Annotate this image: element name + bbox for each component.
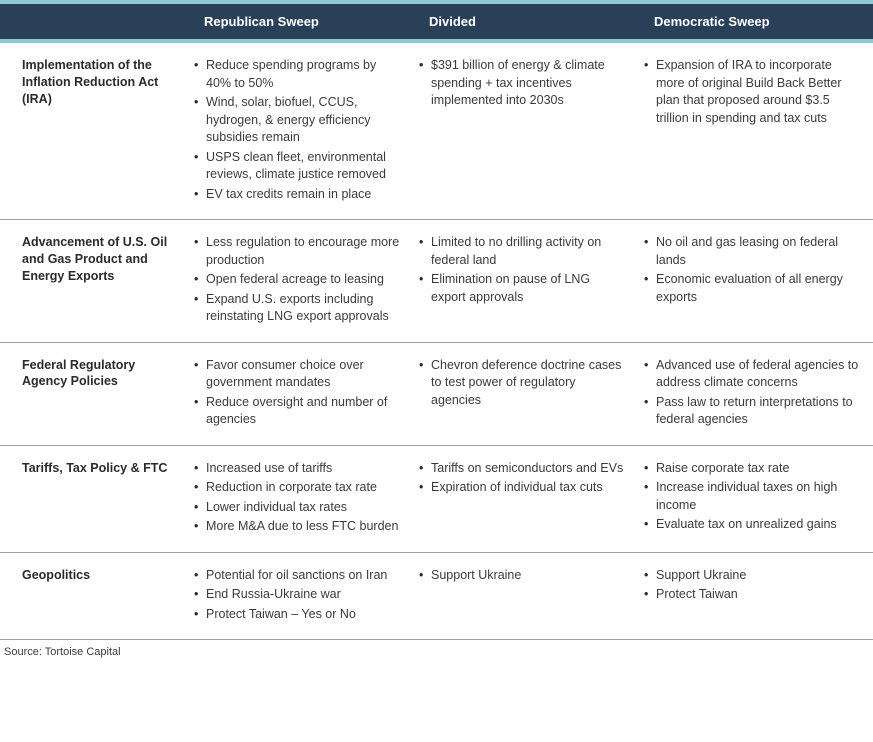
- bullet-item: Expansion of IRA to incorporate more of …: [644, 57, 859, 127]
- bullet-item: Raise corporate tax rate: [644, 460, 859, 478]
- bullet-item: Potential for oil sanctions on Iran: [194, 567, 401, 585]
- bullet-item: Protect Taiwan – Yes or No: [194, 606, 401, 624]
- bullet-list: Expansion of IRA to incorporate more of …: [644, 57, 859, 127]
- bullet-item: Open federal acreage to leasing: [194, 271, 401, 289]
- bullet-item: Lower individual tax rates: [194, 499, 401, 517]
- bullet-item: Support Ukraine: [644, 567, 859, 585]
- bullet-list: $391 billion of energy & climate spendin…: [419, 57, 626, 110]
- cell-c: Raise corporate tax rateIncrease individ…: [640, 460, 873, 538]
- cell-c: Expansion of IRA to incorporate more of …: [640, 57, 873, 205]
- bullet-item: End Russia-Ukraine war: [194, 586, 401, 604]
- cell-c: No oil and gas leasing on federal landsE…: [640, 234, 873, 328]
- cell-b: Support Ukraine: [415, 567, 640, 626]
- bullet-item: Expiration of individual tax cuts: [419, 479, 626, 497]
- bullet-item: Wind, solar, biofuel, CCUS, hydrogen, & …: [194, 94, 401, 147]
- header-republican-sweep: Republican Sweep: [190, 4, 415, 39]
- bullet-item: Limited to no drilling activity on feder…: [419, 234, 626, 269]
- bullet-item: Expand U.S. exports including reinstatin…: [194, 291, 401, 326]
- row-label: Geopolitics: [0, 567, 190, 626]
- row-label: Tariffs, Tax Policy & FTC: [0, 460, 190, 538]
- bullet-item: Increased use of tariffs: [194, 460, 401, 478]
- table-row: Tariffs, Tax Policy & FTCIncreased use o…: [0, 446, 873, 553]
- header-democratic-sweep: Democratic Sweep: [640, 4, 873, 39]
- header-divided: Divided: [415, 4, 640, 39]
- bullet-item: Reduce oversight and number of agencies: [194, 394, 401, 429]
- bullet-list: Raise corporate tax rateIncrease individ…: [644, 460, 859, 534]
- cell-b: Chevron deference doctrine cases to test…: [415, 357, 640, 431]
- bullet-list: Chevron deference doctrine cases to test…: [419, 357, 626, 410]
- bullet-list: No oil and gas leasing on federal landsE…: [644, 234, 859, 306]
- bullet-item: Protect Taiwan: [644, 586, 859, 604]
- cell-b: Limited to no drilling activity on feder…: [415, 234, 640, 328]
- cell-b: Tariffs on semiconductors and EVsExpirat…: [415, 460, 640, 538]
- bullet-list: Advanced use of federal agencies to addr…: [644, 357, 859, 429]
- cell-a: Less regulation to encourage more produc…: [190, 234, 415, 328]
- bullet-list: Tariffs on semiconductors and EVsExpirat…: [419, 460, 626, 497]
- bullet-item: Tariffs on semiconductors and EVs: [419, 460, 626, 478]
- bullet-item: Chevron deference doctrine cases to test…: [419, 357, 626, 410]
- cell-a: Potential for oil sanctions on IranEnd R…: [190, 567, 415, 626]
- bullet-item: Increase individual taxes on high income: [644, 479, 859, 514]
- table-row: Implementation of the Inflation Reductio…: [0, 43, 873, 220]
- table-row: Advancement of U.S. Oil and Gas Product …: [0, 220, 873, 343]
- table-header-row: Republican Sweep Divided Democratic Swee…: [0, 0, 873, 43]
- cell-b: $391 billion of energy & climate spendin…: [415, 57, 640, 205]
- row-label: Advancement of U.S. Oil and Gas Product …: [0, 234, 190, 328]
- table-body: Implementation of the Inflation Reductio…: [0, 43, 873, 640]
- cell-c: Support UkraineProtect Taiwan: [640, 567, 873, 626]
- bullet-item: Economic evaluation of all energy export…: [644, 271, 859, 306]
- bullet-item: Pass law to return interpretations to fe…: [644, 394, 859, 429]
- bullet-list: Less regulation to encourage more produc…: [194, 234, 401, 326]
- cell-a: Increased use of tariffsReduction in cor…: [190, 460, 415, 538]
- bullet-item: Less regulation to encourage more produc…: [194, 234, 401, 269]
- bullet-list: Support Ukraine: [419, 567, 626, 585]
- source-attribution: Source: Tortoise Capital: [0, 640, 873, 658]
- cell-a: Favor consumer choice over government ma…: [190, 357, 415, 431]
- bullet-item: No oil and gas leasing on federal lands: [644, 234, 859, 269]
- cell-c: Advanced use of federal agencies to addr…: [640, 357, 873, 431]
- bullet-list: Reduce spending programs by 40% to 50%Wi…: [194, 57, 401, 203]
- comparison-table: Republican Sweep Divided Democratic Swee…: [0, 0, 873, 658]
- bullet-item: $391 billion of energy & climate spendin…: [419, 57, 626, 110]
- row-label: Implementation of the Inflation Reductio…: [0, 57, 190, 205]
- bullet-item: USPS clean fleet, environmental reviews,…: [194, 149, 401, 184]
- bullet-list: Support UkraineProtect Taiwan: [644, 567, 859, 604]
- bullet-list: Limited to no drilling activity on feder…: [419, 234, 626, 306]
- bullet-list: Potential for oil sanctions on IranEnd R…: [194, 567, 401, 624]
- bullet-item: Reduction in corporate tax rate: [194, 479, 401, 497]
- table-row: GeopoliticsPotential for oil sanctions o…: [0, 553, 873, 641]
- row-label: Federal Regulatory Agency Policies: [0, 357, 190, 431]
- header-blank: [0, 4, 190, 39]
- bullet-item: More M&A due to less FTC burden: [194, 518, 401, 536]
- table-row: Federal Regulatory Agency PoliciesFavor …: [0, 343, 873, 446]
- bullet-list: Increased use of tariffsReduction in cor…: [194, 460, 401, 536]
- bullet-item: Advanced use of federal agencies to addr…: [644, 357, 859, 392]
- bullet-list: Favor consumer choice over government ma…: [194, 357, 401, 429]
- bullet-item: Reduce spending programs by 40% to 50%: [194, 57, 401, 92]
- bullet-item: Support Ukraine: [419, 567, 626, 585]
- bullet-item: EV tax credits remain in place: [194, 186, 401, 204]
- bullet-item: Elimination on pause of LNG export appro…: [419, 271, 626, 306]
- bullet-item: Favor consumer choice over government ma…: [194, 357, 401, 392]
- bullet-item: Evaluate tax on unrealized gains: [644, 516, 859, 534]
- cell-a: Reduce spending programs by 40% to 50%Wi…: [190, 57, 415, 205]
